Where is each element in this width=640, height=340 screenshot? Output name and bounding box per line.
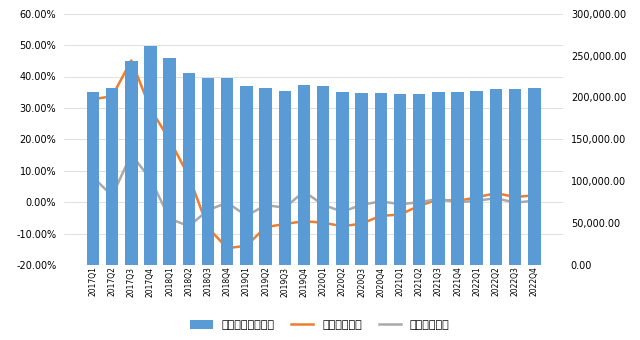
季度同比增速 (204, 226, 212, 230)
季度环比增速 (319, 203, 327, 207)
季度环比增速 (89, 175, 97, 179)
季度环比增速 (127, 152, 135, 156)
Bar (374, 92, 387, 265)
季度环比增速 (531, 199, 538, 203)
季度同比增速 (185, 174, 193, 179)
Bar (470, 91, 483, 265)
季度环比增速 (223, 201, 231, 205)
季度环比增速 (185, 224, 193, 228)
季度环比增速 (300, 190, 308, 194)
Bar (144, 46, 157, 265)
季度同比增速 (166, 138, 173, 142)
季度环比增速 (147, 177, 154, 181)
季度环比增速 (108, 194, 116, 198)
Bar (355, 93, 368, 265)
季度环比增速 (473, 199, 481, 203)
Bar (317, 86, 330, 265)
Line: 季度同比增速: 季度同比增速 (93, 61, 534, 248)
Bar (106, 88, 118, 265)
Bar (86, 92, 99, 265)
Bar (125, 61, 138, 265)
季度同比增速 (396, 212, 404, 217)
季度环比增速 (339, 210, 346, 214)
季度同比增速 (127, 58, 135, 63)
季度同比增速 (243, 244, 250, 248)
季度同比增速 (531, 193, 538, 198)
Bar (451, 92, 464, 265)
Bar (221, 78, 234, 265)
季度同比增速 (473, 195, 481, 199)
季度同比增速 (339, 224, 346, 228)
Bar (528, 88, 541, 265)
Legend: 信托资产（亿元）, 季度同比增速, 季度环比增速: 信托资产（亿元）, 季度同比增速, 季度环比增速 (186, 315, 454, 335)
Bar (182, 73, 195, 265)
Bar (298, 85, 310, 265)
Bar (336, 92, 349, 265)
季度同比增速 (147, 107, 154, 111)
季度环比增速 (243, 214, 250, 218)
季度同比增速 (415, 204, 423, 208)
季度环比增速 (377, 199, 385, 203)
Bar (490, 89, 502, 265)
季度环比增速 (492, 196, 500, 200)
季度同比增速 (89, 97, 97, 101)
季度同比增速 (377, 214, 385, 218)
季度同比增速 (319, 221, 327, 225)
Line: 季度环比增速: 季度环比增速 (93, 154, 534, 226)
Bar (163, 57, 176, 265)
季度同比增速 (454, 199, 461, 203)
季度同比增速 (358, 222, 365, 226)
季度同比增速 (435, 198, 442, 202)
季度同比增速 (281, 222, 289, 226)
Bar (259, 88, 272, 265)
Bar (240, 86, 253, 265)
季度同比增速 (223, 246, 231, 250)
Bar (432, 92, 445, 265)
季度同比增速 (492, 191, 500, 195)
季度同比增速 (262, 225, 269, 229)
季度环比增速 (396, 202, 404, 206)
Bar (509, 89, 522, 265)
季度同比增速 (108, 94, 116, 98)
季度环比增速 (281, 206, 289, 210)
季度环比增速 (166, 217, 173, 221)
季度环比增速 (262, 203, 269, 207)
Bar (413, 94, 426, 265)
季度同比增速 (511, 195, 519, 199)
季度环比增速 (358, 203, 365, 207)
季度环比增速 (435, 197, 442, 201)
季度环比增速 (204, 208, 212, 212)
Bar (394, 94, 406, 265)
Bar (202, 78, 214, 265)
Bar (278, 91, 291, 265)
季度同比增速 (300, 219, 308, 223)
季度环比增速 (454, 200, 461, 204)
季度环比增速 (415, 200, 423, 204)
季度环比增速 (511, 201, 519, 205)
